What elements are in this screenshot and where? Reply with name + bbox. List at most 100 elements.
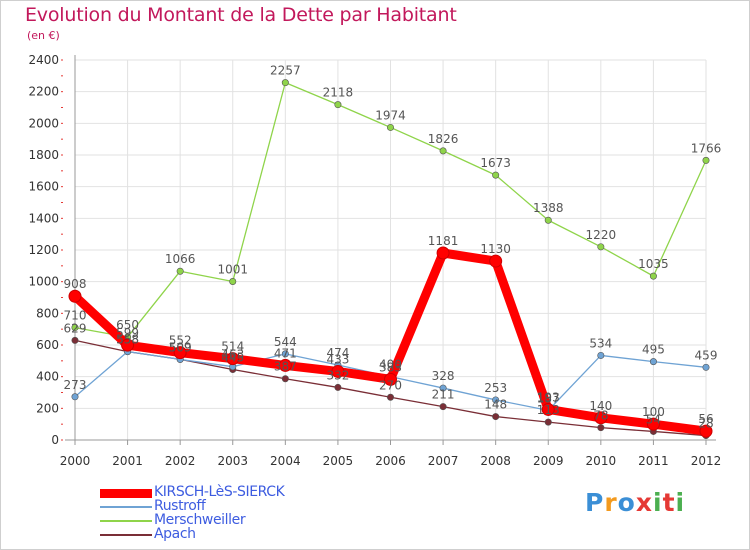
data-point <box>71 393 79 401</box>
data-point <box>646 417 660 431</box>
data-point <box>439 384 447 392</box>
data-point <box>384 372 397 386</box>
y-tick-label: 1800 <box>28 148 59 162</box>
data-label: 328 <box>432 369 455 383</box>
y-tick-label: 0 <box>51 433 59 447</box>
x-tick-label: 2003 <box>217 454 248 468</box>
data-label: 2257 <box>270 64 301 78</box>
data-point <box>439 147 447 155</box>
legend-label-apach: Apach <box>154 526 196 542</box>
y-tick-label: 400 <box>36 370 59 384</box>
logo-letter: r <box>604 488 618 517</box>
data-label: 558 <box>116 333 139 347</box>
data-label: 187 <box>537 391 560 405</box>
data-label: 1130 <box>480 242 511 256</box>
data-label: 552 <box>169 334 192 348</box>
data-point <box>594 411 608 425</box>
data-point <box>597 243 605 251</box>
x-tick-label: 2002 <box>165 454 196 468</box>
data-label: 383 <box>379 360 402 374</box>
data-point <box>68 289 82 303</box>
data-label: 650 <box>116 318 139 332</box>
chart-title: Evolution du Montant de la Dette par Hab… <box>25 4 457 26</box>
logo-letter: o <box>617 488 636 517</box>
legend-label-kirsch: KIRSCH-LèS-SIERCK <box>154 484 285 500</box>
y-tick-label: 200 <box>36 401 59 415</box>
data-point <box>492 396 500 404</box>
data-point <box>281 350 289 358</box>
data-label: 710 <box>64 309 87 323</box>
data-point <box>649 272 657 280</box>
data-label: 2118 <box>323 86 354 100</box>
data-label: 113 <box>537 403 560 417</box>
data-point <box>489 254 503 268</box>
data-label: 1001 <box>217 263 248 277</box>
data-point <box>436 246 450 260</box>
y-tick-label: 1600 <box>28 180 59 194</box>
y-tick-label: 1400 <box>28 211 59 225</box>
data-label: 908 <box>64 277 87 291</box>
x-tick-label: 2006 <box>375 454 406 468</box>
data-label: 433 <box>326 352 349 366</box>
data-label: 558 <box>116 333 139 347</box>
data-point <box>386 393 394 401</box>
data-label: 1388 <box>533 201 564 215</box>
legend-swatch-apach <box>100 534 152 536</box>
data-point <box>281 79 289 87</box>
y-tick-label: 1000 <box>28 275 59 289</box>
logo-letter: x <box>635 488 653 517</box>
x-tick-label: 2010 <box>586 454 617 468</box>
proxiti-logo: Proxiti <box>585 488 685 517</box>
data-point <box>173 346 187 360</box>
data-point <box>649 358 657 366</box>
legend-item-rustroff: Rustroff <box>100 498 400 514</box>
legend-label-rustroff: Rustroff <box>154 498 206 514</box>
data-point <box>544 216 552 224</box>
data-label: 1220 <box>586 228 617 242</box>
data-label: 514 <box>221 340 244 354</box>
data-label: 474 <box>326 346 349 360</box>
logo-letter: i <box>675 488 686 517</box>
data-point <box>229 278 237 286</box>
x-tick-label: 2012 <box>691 454 722 468</box>
data-point <box>702 363 710 371</box>
logo-letter: t <box>662 488 676 517</box>
data-point <box>281 375 289 383</box>
y-tick-label: 600 <box>36 338 59 352</box>
data-label: 253 <box>484 381 507 395</box>
data-label: 28 <box>698 417 713 431</box>
data-label: 332 <box>326 368 349 382</box>
data-label: 273 <box>64 378 87 392</box>
data-point <box>226 352 240 366</box>
legend-item-kirsch: KIRSCH-LèS-SIERCK <box>100 484 400 500</box>
legend-swatch-rustroff <box>100 506 152 508</box>
data-point <box>331 364 345 378</box>
legend-label-merschweiller: Merschweiller <box>154 512 246 528</box>
data-point <box>121 338 135 352</box>
data-point <box>492 171 500 179</box>
x-tick-label: 2000 <box>60 454 91 468</box>
y-tick-label: 1200 <box>28 243 59 257</box>
data-point <box>439 403 447 411</box>
data-point <box>699 424 713 438</box>
logo-letter: P <box>585 488 605 517</box>
data-label: 463 <box>221 348 244 362</box>
data-label: 78 <box>593 409 608 423</box>
data-label: 1826 <box>428 132 459 146</box>
x-tick-label: 2009 <box>533 454 564 468</box>
data-label: 534 <box>589 336 612 350</box>
x-tick-label: 2001 <box>112 454 143 468</box>
data-point <box>176 267 184 275</box>
data-point <box>334 383 342 391</box>
data-label: 495 <box>642 343 665 357</box>
data-label: 1974 <box>375 108 406 122</box>
data-label: 387 <box>274 360 297 374</box>
data-label: 544 <box>274 335 297 349</box>
data-point <box>597 351 605 359</box>
data-point <box>544 418 552 426</box>
data-label: 629 <box>64 321 87 335</box>
legend-item-merschweiller: Merschweiller <box>100 512 400 528</box>
legend-item-apach: Apach <box>100 526 400 542</box>
legend-swatch-kirsch <box>100 489 152 498</box>
